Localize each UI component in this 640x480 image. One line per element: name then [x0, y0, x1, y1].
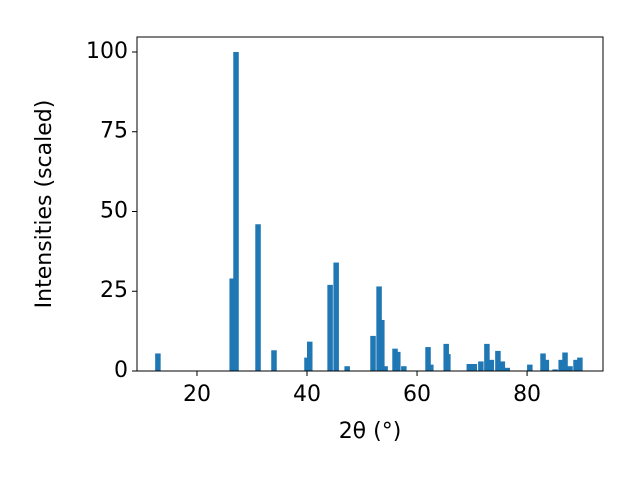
bar — [370, 335, 376, 371]
bar — [255, 224, 261, 371]
bar — [562, 352, 568, 371]
x-axis-label: 2θ (°) — [339, 419, 402, 444]
y-axis-label: Intensities (scaled) — [32, 100, 57, 309]
x-tick-label: 80 — [513, 382, 541, 407]
y-tick-label: 100 — [86, 39, 128, 64]
y-tick-label: 75 — [100, 119, 128, 144]
bar — [577, 357, 583, 371]
bar — [304, 357, 310, 371]
bar — [573, 359, 579, 371]
bar — [401, 366, 407, 371]
bar — [395, 351, 401, 371]
bar — [504, 367, 511, 371]
bar — [484, 343, 490, 371]
bar — [478, 361, 484, 371]
bar — [558, 359, 564, 371]
x-tick-label: 20 — [183, 382, 211, 407]
bar — [495, 350, 501, 371]
bar — [527, 364, 533, 371]
x-tick-label: 60 — [403, 382, 431, 407]
bar — [155, 353, 161, 371]
bar — [327, 284, 333, 371]
y-tick-label: 0 — [114, 358, 128, 383]
y-tick-label: 50 — [100, 198, 128, 223]
bar — [466, 363, 473, 371]
bar — [567, 366, 573, 371]
bar — [379, 319, 385, 371]
bar — [382, 366, 388, 371]
bar — [376, 286, 382, 371]
bar — [499, 361, 506, 371]
bar — [471, 363, 478, 371]
bar — [392, 348, 398, 371]
bar — [271, 350, 277, 371]
bar — [307, 341, 313, 371]
y-tick-label: 25 — [100, 278, 128, 303]
bar — [233, 51, 239, 371]
bar — [229, 278, 235, 371]
bar — [540, 353, 546, 371]
plot-frame — [136, 36, 604, 372]
bar — [344, 366, 350, 371]
bar — [425, 347, 431, 371]
bar — [428, 364, 434, 371]
bar — [445, 354, 451, 371]
bar — [552, 369, 558, 371]
x-tick-label: 40 — [293, 382, 321, 407]
bar — [543, 359, 550, 371]
bar — [488, 359, 495, 371]
bar — [333, 262, 339, 371]
